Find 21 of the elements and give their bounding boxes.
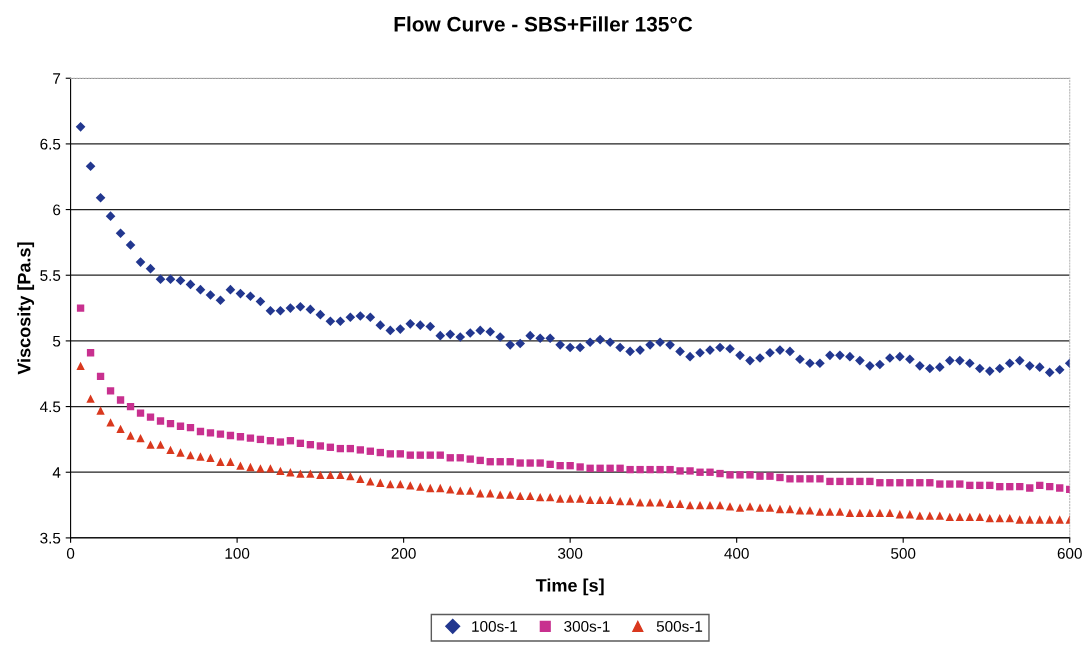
x-axis-title: Time [s] bbox=[535, 578, 604, 596]
x-tick-label: 400 bbox=[724, 548, 749, 559]
y-tick-label: 5 bbox=[52, 335, 61, 347]
y-tick-label: 4 bbox=[52, 467, 61, 478]
y-tick-label: 6.5 bbox=[40, 138, 61, 150]
x-tick-label: 500 bbox=[891, 548, 916, 559]
x-tick-label: 200 bbox=[391, 548, 416, 559]
chart-title: Flow Curve - SBS+Filler 135°C bbox=[394, 16, 693, 32]
x-tick-label: 300 bbox=[557, 548, 583, 559]
legend-label: 300s-1 bbox=[564, 621, 610, 632]
y-tick-label: 6 bbox=[53, 204, 61, 216]
legend-label: 500s-1 bbox=[656, 621, 703, 632]
y-tick-label: 4.5 bbox=[39, 401, 61, 413]
y-axis-title: Viscosity [Pa.s] bbox=[17, 242, 35, 375]
x-tick-label: 100 bbox=[225, 548, 250, 559]
legend-label: 100s-1 bbox=[472, 621, 518, 632]
y-tick-label: 7 bbox=[53, 73, 61, 84]
y-tick-label: 5.5 bbox=[40, 270, 61, 281]
y-tick-label: 3.5 bbox=[40, 532, 61, 544]
x-tick-label: 600 bbox=[1057, 548, 1082, 559]
x-tick-label: 0 bbox=[66, 548, 75, 559]
